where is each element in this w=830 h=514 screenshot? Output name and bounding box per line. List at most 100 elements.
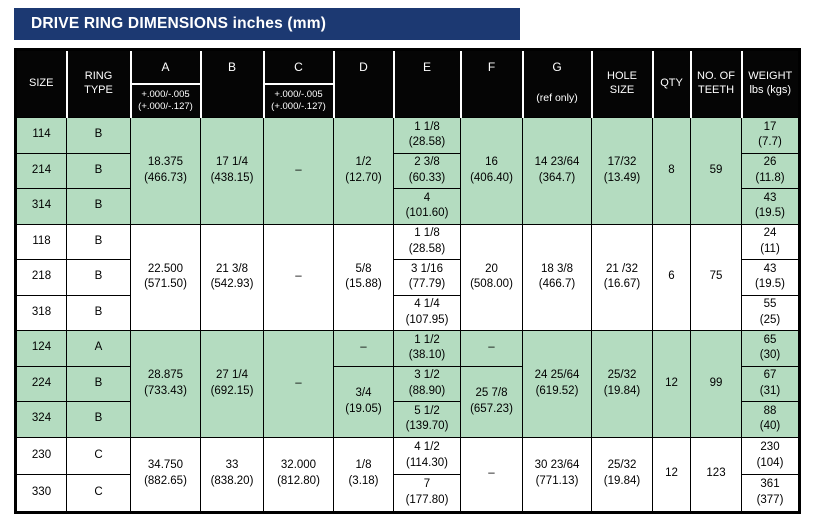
- cell-size: 214: [15, 152, 67, 189]
- cell-qty: 6: [652, 223, 691, 331]
- cell-e: 1 1/8 (28.58): [393, 223, 461, 260]
- col-label-qty: QTY: [660, 77, 683, 90]
- page-title: DRIVE RING DIMENSIONS inches (mm): [31, 15, 327, 32]
- col-label-weight-units: lbs (kgs): [749, 84, 792, 96]
- cell-teeth: 59: [690, 117, 742, 225]
- col-label-e: E: [422, 60, 431, 74]
- table-row: 318 B 4 1/4 (107.95) 55 (25): [15, 294, 800, 331]
- col-label-c: C: [294, 60, 303, 74]
- col-header-qty: QTY: [652, 49, 692, 118]
- cell-teeth: 123: [690, 436, 742, 513]
- cell-ring-type: B: [66, 294, 131, 331]
- col-header-c: C +.000/-.005 (+.000/-.127): [263, 49, 335, 118]
- cell-weight: 55 (25): [741, 294, 800, 331]
- col-header-a: A +.000/-.005 (+.000/-.127): [130, 49, 202, 118]
- cell-qty: 8: [652, 117, 691, 225]
- cell-d: 1/2 (12.70): [333, 117, 394, 225]
- cell-weight: 43 (19.5): [741, 259, 800, 296]
- cell-c: –: [263, 117, 334, 225]
- cell-hole-size: 17/32 (13.49): [591, 117, 653, 225]
- cell-g: 14 23/64 (364.7): [522, 117, 592, 225]
- col-header-b: B: [200, 49, 265, 118]
- cell-hole-size: 25/32 (19.84): [591, 436, 653, 513]
- col-header-teeth: NO. OF TEETH: [690, 49, 743, 118]
- table-row: 224 B 3/4 (19.05) 3 1/2 (88.90) 25 7/8 (657…: [15, 365, 800, 438]
- table-body: 114 B 18.375 (466.73) 17 1/4 (438.15) – 1/…: [15, 117, 800, 513]
- cell-hole-size: 21 /32 (16.67): [591, 223, 653, 331]
- col-header-f: F: [460, 49, 524, 118]
- col-label-ring: RING: [84, 70, 113, 83]
- cell-ring-type: B: [66, 117, 131, 154]
- cell-weight: 88 (40): [741, 401, 800, 438]
- tolerance-inches: +.000/-.005: [141, 89, 190, 100]
- table-row: 324 B 5 1/2 (139.70) 88 (40): [15, 401, 800, 438]
- cell-e: 4 1/4 (107.95): [393, 294, 461, 331]
- cell-a: 22.500 (571.50): [130, 223, 201, 331]
- cell-weight: 361 (377): [741, 474, 800, 513]
- cell-qty: 12: [652, 436, 691, 513]
- table-row: 118 B 22.500 (571.50) 21 3/8 (542.93) – 5/…: [15, 223, 800, 331]
- cell-c: 32.000 (812.80): [263, 436, 334, 513]
- cell-hole-size: 25/32 (19.84): [591, 330, 653, 438]
- cell-teeth: 99: [690, 330, 742, 438]
- col-label-weight: WEIGHT: [748, 70, 793, 83]
- cell-ring-type: B: [66, 188, 131, 225]
- cell-c: –: [263, 330, 334, 438]
- cell-ring-type: C: [66, 474, 131, 513]
- cell-ring-type: B: [66, 259, 131, 296]
- cell-f: 25 7/8 (657.23): [460, 365, 523, 438]
- cell-weight: 230 (104): [741, 436, 800, 475]
- table-row: 114 B 18.375 (466.73) 17 1/4 (438.15) – 1/…: [15, 117, 800, 225]
- cell-ring-type: C: [66, 436, 131, 475]
- cell-ring-type: B: [66, 401, 131, 438]
- header-row: SIZE RING TYPE A +.000/-.005 (+.000/-.12…: [15, 49, 800, 118]
- table-row: 230 C 34.750 (882.65) 33 (838.20) 32.000 (8…: [15, 436, 800, 513]
- cell-c: –: [263, 223, 334, 331]
- cell-a: 28.875 (733.43): [130, 330, 201, 438]
- cell-e: 4 1/2 (114.30): [393, 436, 461, 475]
- cell-g: 30 23/64 (771.13): [522, 436, 592, 513]
- cell-e: 4 (101.60): [393, 188, 461, 225]
- cell-f: 20 (508.00): [460, 223, 523, 331]
- cell-ring-type: B: [66, 152, 131, 189]
- cell-size: 124: [15, 330, 67, 367]
- cell-e: 3 1/16 (77.79): [393, 259, 461, 296]
- cell-a: 18.375 (466.73): [130, 117, 201, 225]
- table-row: 218 B 3 1/16 (77.79) 43 (19.5): [15, 259, 800, 296]
- cell-g: 18 3/8 (466.7): [522, 223, 592, 331]
- cell-b: 21 3/8 (542.93): [200, 223, 264, 331]
- col-label-size: SIZE: [29, 77, 54, 90]
- col-header-g: G (ref only): [522, 49, 593, 118]
- cell-d: 1/8 (3.18): [333, 436, 394, 513]
- col-header-d: D: [333, 49, 395, 118]
- cell-e: 1 1/8 (28.58): [393, 117, 461, 154]
- tolerance-mm: (+.000/-.127): [138, 100, 193, 112]
- cell-g: 24 25/64 (619.52): [522, 330, 592, 438]
- cell-b: 17 1/4 (438.15): [200, 117, 264, 225]
- table-header: SIZE RING TYPE A +.000/-.005 (+.000/-.12…: [15, 49, 800, 118]
- cell-e: 5 1/2 (139.70): [393, 401, 461, 438]
- cell-size: 330: [15, 474, 67, 513]
- cell-weight: 65 (30): [741, 330, 800, 367]
- col-label-g-note: (ref only): [536, 92, 578, 104]
- table-row: 124 A 28.875 (733.43) 27 1/4 (692.15) – – …: [15, 330, 800, 438]
- cell-b: 33 (838.20): [200, 436, 264, 513]
- col-header-ring-type: RING TYPE: [66, 49, 132, 118]
- cell-f: –: [460, 330, 523, 367]
- cell-size: 314: [15, 188, 67, 225]
- cell-teeth: 75: [690, 223, 742, 331]
- cell-size: 318: [15, 294, 67, 331]
- cell-size: 114: [15, 117, 67, 154]
- col-label-d: D: [359, 60, 368, 74]
- cell-ring-type: B: [66, 223, 131, 260]
- cell-e: 1 1/2 (38.10): [393, 330, 461, 367]
- col-label-f: F: [487, 60, 496, 74]
- col-label-g: G: [552, 60, 562, 74]
- cell-weight: 43 (19.5): [741, 188, 800, 225]
- col-label-hole: HOLE: [607, 70, 637, 83]
- cell-weight: 24 (11): [741, 223, 800, 260]
- cell-d: 5/8 (15.88): [333, 223, 394, 331]
- table-row: 330 C 7 (177.80) 361 (377): [15, 474, 800, 513]
- col-label-type: TYPE: [84, 84, 113, 96]
- cell-e: 2 3/8 (60.33): [393, 152, 461, 189]
